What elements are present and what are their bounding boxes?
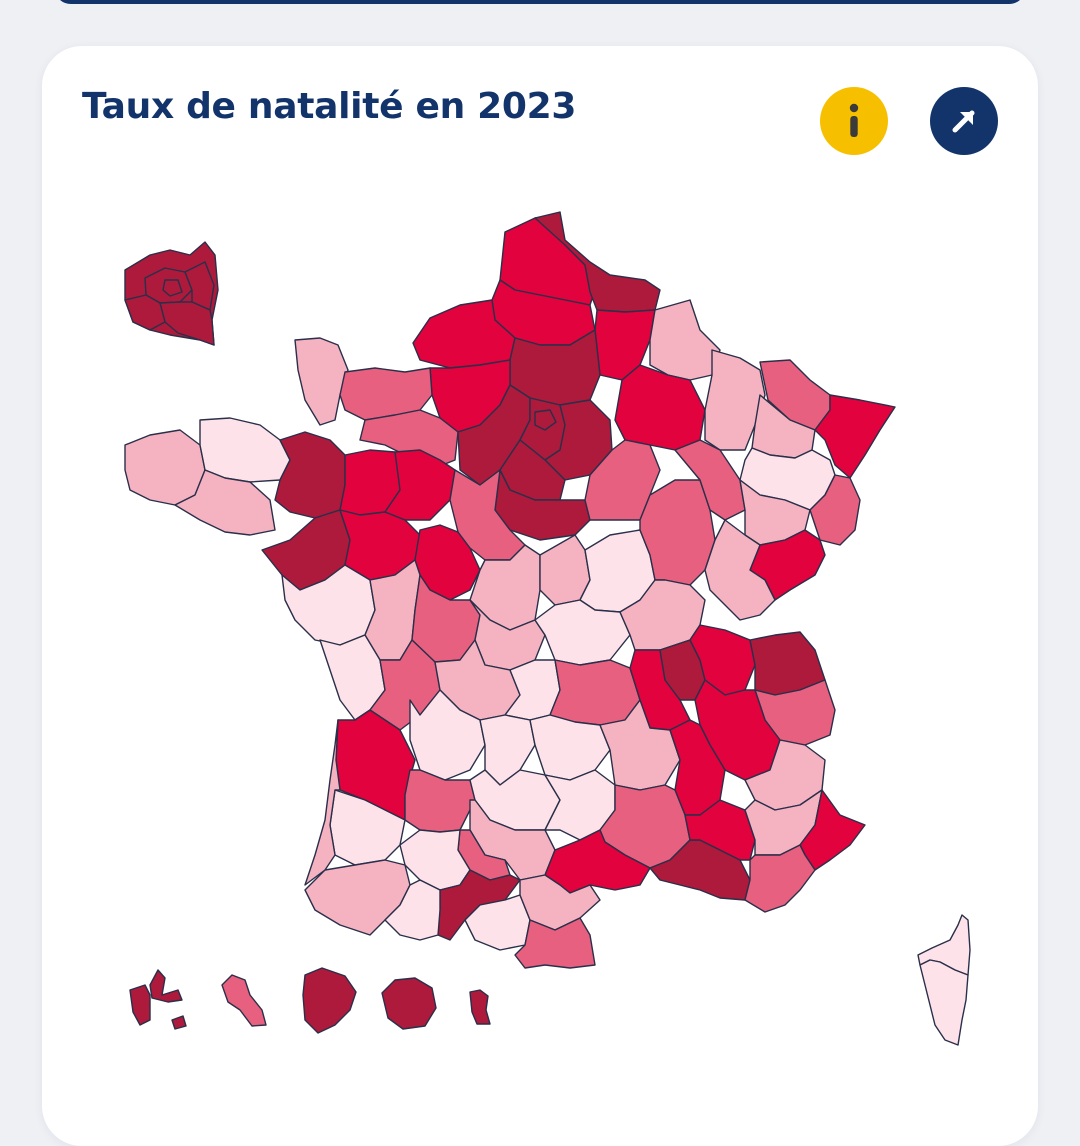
info-icon [849,103,859,137]
mainland-france [124,211,896,969]
card-title: Taux de natalité en 2023 [82,86,577,127]
info-button[interactable] [820,87,888,155]
arrow-up-right-icon [952,110,975,133]
ile-de-france-inset [124,241,219,346]
france-birth-rate-map [124,211,971,1046]
overseas-departments [129,967,491,1034]
corsica [917,914,971,1046]
expand-button[interactable] [930,87,998,155]
